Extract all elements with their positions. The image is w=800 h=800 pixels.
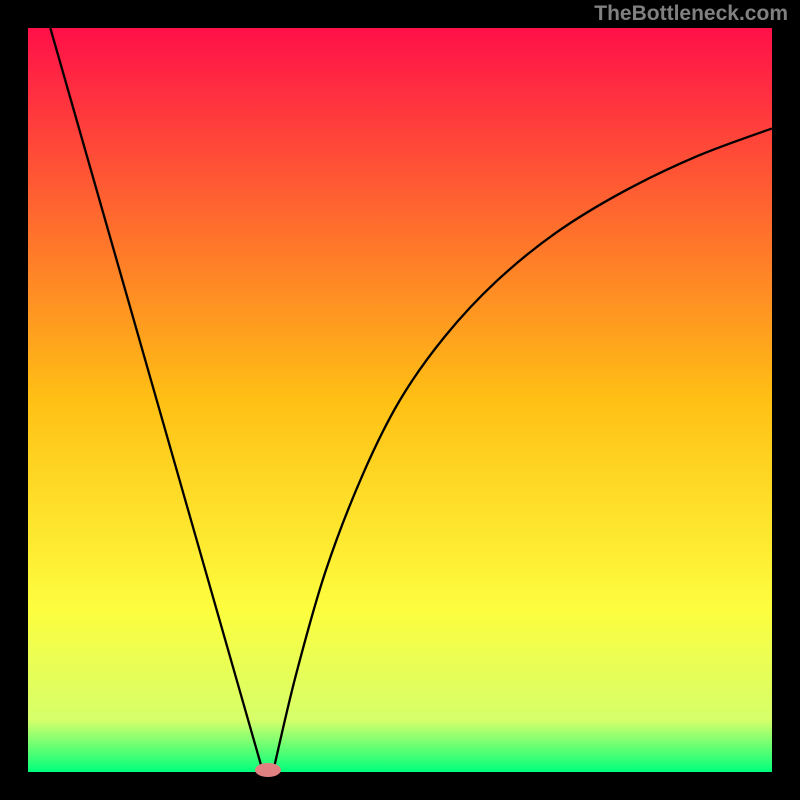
- chart-canvas: TheBottleneck.com: [0, 0, 800, 800]
- watermark-text: TheBottleneck.com: [594, 2, 788, 26]
- bottleneck-curve: [28, 28, 772, 772]
- curve-right-branch: [274, 128, 772, 769]
- curve-left-branch: [50, 28, 262, 770]
- plot-gradient-area: [28, 28, 772, 772]
- valley-marker: [255, 763, 281, 777]
